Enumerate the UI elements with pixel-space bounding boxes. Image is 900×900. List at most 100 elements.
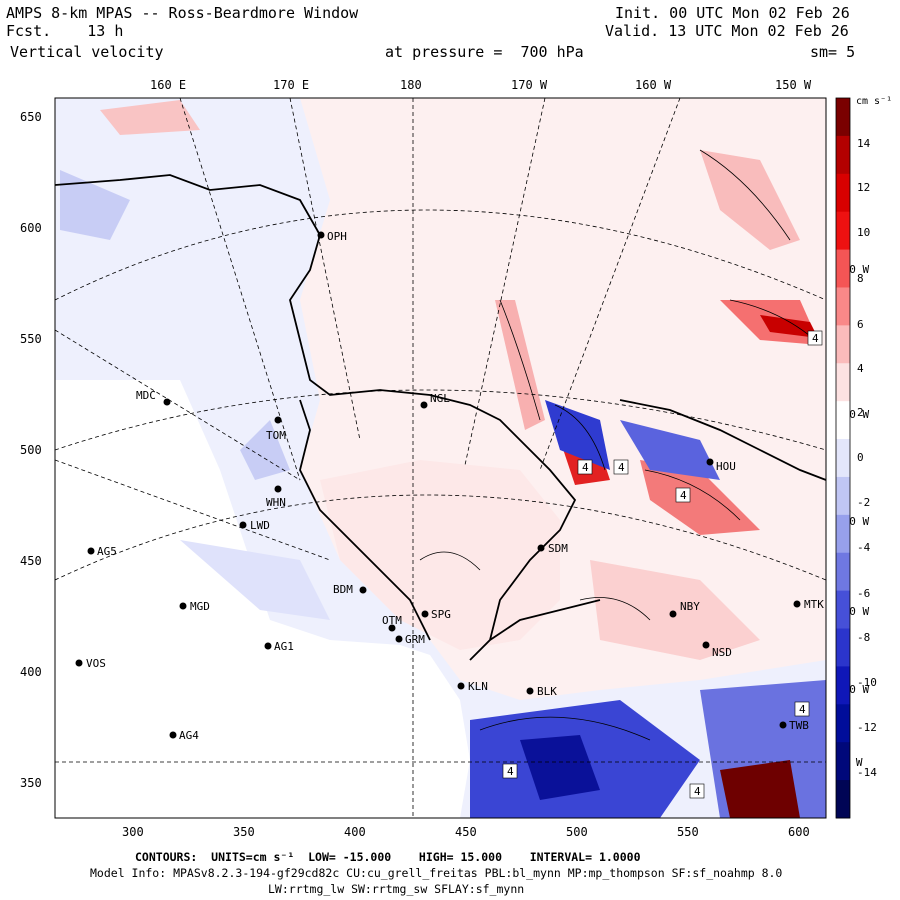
contour-label-text: 4 — [618, 461, 625, 474]
station-label: MGD — [190, 600, 210, 613]
colorbar-swatch — [836, 514, 850, 554]
station-label: AG5 — [97, 545, 117, 558]
station: OTM — [382, 614, 402, 632]
colorbar-label: -10 — [857, 676, 877, 689]
station-label: SDM — [548, 542, 568, 555]
station: SDM — [537, 542, 568, 555]
colorbar-label: 6 — [857, 318, 864, 331]
x-tick-label: 500 — [566, 825, 588, 839]
station: MDC — [136, 389, 171, 406]
x-tick-label: 300 — [122, 825, 144, 839]
lon-label: 160 E — [150, 78, 186, 92]
x-tick-label: 350 — [233, 825, 255, 839]
forecast-label: Fcst. 13 h — [6, 22, 123, 40]
contour-label-text: 4 — [812, 332, 819, 345]
colorbar-swatch — [836, 173, 850, 213]
forecast-label-text: Fcst. — [6, 22, 52, 40]
colorbar-units: cm s⁻¹ — [856, 96, 892, 107]
x-axis: 300 350 400 450 500 550 600 — [122, 825, 810, 839]
contour-high: HIGH= 15.000 — [418, 850, 503, 864]
x-tick-label: 550 — [677, 825, 699, 839]
y-tick-label: 500 — [20, 443, 42, 457]
lon-label: 180 — [400, 78, 422, 92]
contour-label: 4 — [613, 459, 629, 475]
contour-label: 4 — [794, 701, 810, 717]
y-tick-label: 550 — [20, 332, 42, 346]
station: AG5 — [87, 545, 117, 558]
y-tick-label: 600 — [20, 221, 42, 235]
station-label: OPH — [327, 230, 347, 243]
station-label: AG1 — [274, 640, 294, 653]
y-tick-label: 650 — [20, 110, 42, 124]
station: NBY — [669, 600, 700, 618]
station: AG1 — [264, 640, 294, 653]
map-field — [55, 98, 826, 818]
colorbar-label: 14 — [857, 137, 871, 150]
colorbar-swatch — [836, 211, 850, 251]
colorbar-label: 12 — [857, 181, 870, 194]
colorbar-swatch — [836, 704, 850, 743]
colorbar-label: -8 — [857, 631, 870, 644]
y-tick-label: 400 — [20, 665, 42, 679]
station: OPH — [317, 230, 347, 243]
station: VOS — [75, 657, 106, 670]
contours-label: CONTOURS: — [135, 850, 198, 864]
colorbar-label: 10 — [857, 226, 870, 239]
y-axis: 650 600 550 500 450 400 350 — [20, 110, 42, 790]
y-tick-label: 450 — [20, 554, 42, 568]
model-info: Model Info: MPASv8.2.3-194-gf29cd82c CU:… — [90, 866, 783, 880]
colorbar-swatch — [836, 401, 850, 440]
station-label: AG4 — [179, 729, 199, 742]
station: TOM — [266, 416, 286, 442]
x-tick-label: 450 — [455, 825, 477, 839]
contour-label: 4 — [577, 459, 593, 475]
pressure-label: at pressure = — [385, 43, 503, 61]
station: KLN — [457, 680, 488, 693]
colorbar-swatches — [836, 98, 850, 819]
lon-label: 150 W — [775, 78, 812, 92]
contour-label: 4 — [502, 763, 518, 779]
contour-label-text: 4 — [507, 765, 514, 778]
colorbar-label: -14 — [857, 766, 877, 779]
colorbar-swatch — [836, 249, 850, 288]
contour-label-text: 4 — [680, 489, 687, 502]
contour-labels: 4 4 4 4 4 4 4 — [502, 330, 823, 799]
lon-label: 160 W — [635, 78, 672, 92]
lon-label: 170 W — [511, 78, 548, 92]
station: BLK — [526, 685, 557, 698]
contour-label: 4 — [807, 330, 823, 346]
colorbar-label: 8 — [857, 272, 864, 285]
contour-label: 4 — [689, 783, 705, 799]
colorbar-swatch — [836, 98, 850, 137]
contour-label-text: 4 — [694, 785, 701, 798]
station-label: MTK — [804, 598, 824, 611]
stations: OPH NGL MDC TOM WHN LWD AG5 SDM BDM SPG … — [75, 230, 824, 742]
variable-name: Vertical velocity — [10, 43, 164, 61]
station-label: GRM — [405, 633, 425, 646]
station: BDM — [333, 583, 367, 596]
station: WHN — [266, 485, 286, 509]
colorbar-label: -12 — [857, 721, 877, 734]
station: LWD — [239, 519, 270, 532]
colorbar-label: -4 — [857, 541, 871, 554]
station: SPG — [421, 608, 451, 621]
colorbar-swatch — [836, 287, 850, 326]
station-label: BDM — [333, 583, 353, 596]
colorbar-swatch — [836, 439, 850, 478]
colorbar-swatch — [836, 135, 850, 175]
x-tick-label: 600 — [788, 825, 810, 839]
station-label: SPG — [431, 608, 451, 621]
colorbar-swatch — [836, 363, 850, 402]
colorbar-swatch — [836, 780, 850, 819]
station-label: MDC — [136, 389, 156, 402]
station: NSD — [702, 641, 732, 659]
colorbar-label: 0 — [857, 451, 864, 464]
station-label: KLN — [468, 680, 488, 693]
station-label: LWD — [250, 519, 270, 532]
colorbar-swatch — [836, 590, 850, 630]
station: MGD — [179, 600, 210, 613]
model-info-line2: LW:rrtmg_lw SW:rrtmg_sw SFLAY:sf_mynn — [268, 882, 525, 896]
colorbar-swatch — [836, 628, 850, 667]
pressure-level: at pressure = 700 hPa — [385, 43, 584, 61]
